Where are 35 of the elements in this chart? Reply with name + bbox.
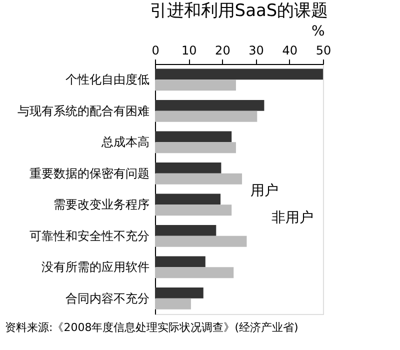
- bar: [155, 224, 216, 236]
- y-tick-label: 总成本高: [100, 135, 150, 150]
- bar: [155, 236, 247, 247]
- bar: [155, 287, 204, 298]
- y-tick-label: 合同内容不充分: [66, 291, 150, 306]
- bar: [155, 194, 221, 205]
- chart-title: 引进和利用SaaS的课题: [150, 1, 328, 21]
- x-tick-label: 10: [181, 44, 197, 58]
- bar: [155, 131, 232, 142]
- x-axis-title: %: [312, 24, 325, 40]
- bar: [155, 204, 232, 216]
- text: 资料来源:《2008年度信息处理实际状况调查》(经济产业省): [5, 321, 298, 334]
- bar: [155, 110, 258, 122]
- x-tick-label: 20: [215, 44, 230, 58]
- text: 用户: [250, 183, 279, 200]
- y-tick-label: 个性化自由度低: [66, 72, 150, 87]
- y-tick-label: 需要改变业务程序: [54, 198, 150, 212]
- x-tick-label: 50: [316, 44, 332, 58]
- x-tick-label: 0: [152, 44, 160, 58]
- bar: [155, 298, 191, 310]
- bar: [155, 100, 264, 111]
- y-tick-label: 重要数据的保密有问题: [30, 166, 150, 180]
- bar: [155, 267, 234, 278]
- x-tick-label: 30: [248, 44, 264, 58]
- y-tick-label: 可靠性和安全性不充分: [30, 228, 150, 243]
- bar: [155, 256, 206, 268]
- bar: [155, 173, 242, 184]
- x-tick-label: 40: [282, 44, 298, 58]
- y-tick-label: 与现有系统的配合有困难: [18, 104, 150, 118]
- bar: [155, 162, 222, 174]
- bar: [155, 80, 236, 91]
- y-tick-label: 没有所需的应用软件: [42, 260, 150, 274]
- series-label: 非用户: [272, 210, 314, 226]
- bar: [155, 142, 236, 154]
- bar: [155, 68, 323, 80]
